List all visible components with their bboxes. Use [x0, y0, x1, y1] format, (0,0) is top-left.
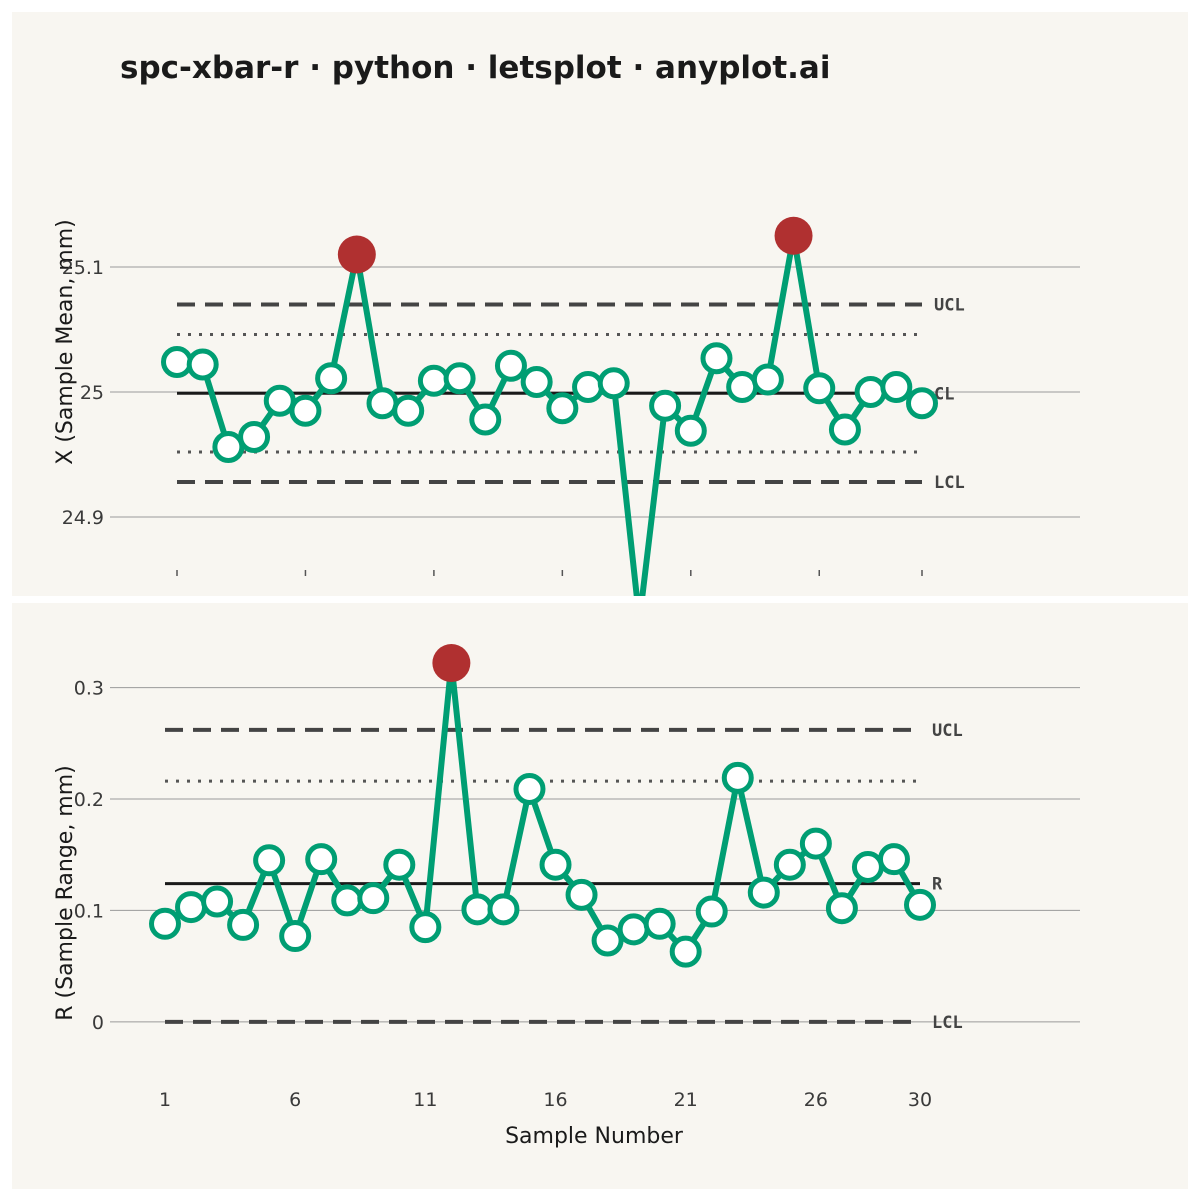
range-data-point [904, 888, 936, 921]
xbar-data-point [186, 348, 219, 381]
range-data-point [201, 885, 234, 918]
range-data-point [383, 848, 416, 881]
xbar-data-point [469, 403, 502, 436]
xbar-limit-label: LCL [934, 473, 965, 493]
xbar-data-point [289, 394, 322, 427]
range-limit-label: LCL [932, 1013, 963, 1033]
xbar-data-point [828, 413, 861, 446]
xbar-data-point [546, 392, 579, 425]
range-chart-panel: R (Sample Range, mm) Sample Number 0 0.1 0… [12, 603, 1188, 1189]
x-axis-label: Sample Number [505, 1124, 684, 1149]
xbar-data-point [392, 394, 425, 427]
range-data-point [539, 848, 572, 881]
range-x-tick-label: 11 [413, 1089, 437, 1111]
range-data-point [409, 911, 442, 944]
range-data-point [799, 827, 832, 860]
xbar-data-point [572, 371, 605, 403]
range-data-point [695, 895, 728, 928]
xbar-data-point [212, 431, 245, 463]
xbar-data-point [880, 371, 913, 403]
xbar-data-point [649, 389, 682, 422]
range-data-point [773, 848, 806, 881]
xbar-data-point [315, 362, 348, 395]
range-data-point [149, 907, 181, 940]
range-y-tick-label: 0 [92, 1012, 104, 1034]
range-data-point [825, 892, 858, 925]
xbar-chart: spc-xbar-r · python · letsplot · anyplot… [53, 50, 1080, 596]
range-data-point [461, 893, 494, 926]
range-data-point [643, 907, 676, 940]
range-x-tick-label: 30 [908, 1089, 932, 1111]
xbar-data-point [597, 367, 630, 400]
xbar-data-point [726, 371, 759, 403]
range-limit-label: R [932, 875, 943, 895]
xbar-data-point [494, 349, 527, 382]
xbar-data-point [417, 364, 450, 397]
range-data-point [851, 850, 884, 883]
range-chart: R (Sample Range, mm) Sample Number 0 0.1 0… [53, 644, 1080, 1149]
range-x-tick-label: 1 [159, 1089, 171, 1111]
xbar-data-point [700, 342, 733, 375]
chart-title: spc-xbar-r · python · letsplot · anyplot… [120, 50, 830, 86]
range-data-point [669, 935, 702, 968]
range-y-tick-label: 0.1 [74, 900, 104, 922]
range-data-point [175, 891, 208, 924]
range-data-point [617, 913, 650, 946]
xbar-chart-panel: spc-xbar-r · python · letsplot · anyplot… [12, 12, 1188, 596]
xbar-data-point [263, 384, 296, 417]
xbar-data-point [674, 414, 707, 447]
range-out-of-control-point [432, 644, 471, 683]
range-series-line [163, 660, 923, 955]
xbar-data-point [443, 362, 476, 395]
range-x-tick-label: 6 [289, 1089, 301, 1111]
range-x-tick-label: 26 [804, 1089, 828, 1111]
xbar-data-point [803, 372, 836, 405]
xbar-y-axis-label: X (Sample Mean, mm) [53, 219, 78, 465]
range-data-point [253, 844, 286, 877]
range-data-point [227, 908, 260, 941]
range-y-tick-label: 0.2 [74, 789, 104, 811]
xbar-out-of-control-point [774, 216, 813, 255]
range-data-point [721, 761, 754, 794]
xbar-y-tick-label: 25 [80, 382, 104, 404]
range-limit-label: UCL [932, 721, 963, 741]
range-y-tick-label: 0.3 [74, 678, 104, 700]
range-x-tick-label: 21 [674, 1089, 698, 1111]
xbar-data-point [238, 421, 271, 453]
xbar-limit-label: UCL [934, 296, 965, 316]
range-y-axis-label: R (Sample Range, mm) [53, 765, 78, 1021]
range-data-point [565, 878, 598, 911]
xbar-data-point [366, 387, 399, 420]
xbar-data-point [906, 387, 938, 420]
xbar-data-point [161, 346, 193, 378]
range-data-point [487, 893, 520, 926]
range-data-point [513, 772, 546, 805]
xbar-y-tick-label: 24.9 [62, 507, 104, 529]
range-data-point [279, 920, 312, 953]
range-x-tick-label: 16 [543, 1089, 567, 1111]
xbar-data-point [751, 363, 784, 396]
xbar-data-point [854, 376, 887, 408]
range-data-point [331, 884, 364, 917]
range-data-point [747, 876, 780, 909]
range-data-point [877, 843, 910, 876]
xbar-y-tick-label: 25.1 [62, 257, 104, 279]
xbar-data-point [520, 366, 553, 398]
xbar-out-of-control-point [337, 235, 376, 274]
range-data-point [357, 882, 390, 915]
range-data-point [305, 843, 338, 876]
range-data-point [591, 924, 624, 957]
xbar-limit-label: CL [934, 384, 954, 404]
